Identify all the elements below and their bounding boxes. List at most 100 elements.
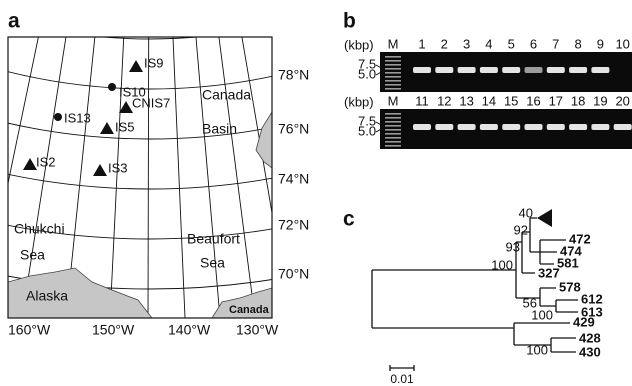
station-label: IS3 <box>108 160 128 175</box>
station-circle <box>54 113 62 121</box>
station-circle <box>108 83 116 91</box>
station-triangle <box>129 60 143 72</box>
support-value: 92 <box>514 222 528 237</box>
gel-band <box>502 67 520 73</box>
leaf-label: 429 <box>573 314 595 329</box>
size-label: 5.0 <box>358 66 376 81</box>
lane-label: 12 <box>437 93 451 108</box>
ladder-band <box>385 72 401 74</box>
tree <box>372 209 578 352</box>
station-triangle <box>119 101 133 113</box>
ladder-band <box>385 76 401 78</box>
gel-unit: (kbp) <box>344 94 374 109</box>
region-label: Basin <box>202 121 237 137</box>
lane-label: 4 <box>485 36 492 51</box>
longitude-label: 130°W <box>236 322 279 338</box>
latitude-line <box>0 0 632 39</box>
scale-label: 0.01 <box>390 372 414 386</box>
gel-band <box>480 67 498 73</box>
latitude-label: 76°N <box>278 121 309 137</box>
region-label: Alaska <box>26 288 68 304</box>
support-value: 93 <box>506 239 520 254</box>
gel-band <box>413 67 431 73</box>
lane-label: 17 <box>549 93 563 108</box>
gel-band <box>458 124 476 130</box>
gel-band <box>525 124 543 130</box>
ladder-band <box>385 133 401 135</box>
leaf-label: 430 <box>579 344 601 359</box>
ladder-band <box>385 68 401 70</box>
station-label: IS2 <box>36 154 56 169</box>
figure: a IS9 IS10 CNIS7 IS13 IS5 IS2 IS3 Canada… <box>0 0 632 386</box>
ladder-band <box>385 56 401 58</box>
leaf-label: 581 <box>557 255 579 270</box>
lane-label: M <box>388 93 399 108</box>
longitude-label: 140°W <box>168 322 211 338</box>
support-value: 100 <box>491 257 513 272</box>
leaf-label: 578 <box>559 279 581 294</box>
lane-label: 20 <box>615 93 629 108</box>
panel-label: a <box>8 10 20 33</box>
region-label: Chukchi <box>14 221 65 237</box>
lane-label: 13 <box>459 93 473 108</box>
station-label: CNIS7 <box>132 95 170 110</box>
station-triangle <box>23 158 37 170</box>
station-label: IS5 <box>115 119 135 134</box>
gel-band <box>413 124 431 130</box>
collapsed-clade <box>537 209 552 227</box>
region-label: Beaufort <box>187 231 240 247</box>
gels: (kbp)7.55.0M12345678910(kbp)7.55.0M11121… <box>344 36 632 149</box>
station-label: IS13 <box>64 110 91 125</box>
latitude-label: 78°N <box>278 67 309 83</box>
gel-unit: (kbp) <box>344 37 374 52</box>
tree-branch <box>372 270 516 328</box>
ladder-band <box>385 113 401 115</box>
ladder-band <box>385 125 401 127</box>
lane-label: 9 <box>597 36 604 51</box>
scale-bar <box>390 365 414 371</box>
gel-band <box>435 124 453 130</box>
latitude-label: 70°N <box>278 266 309 282</box>
lane-label: 5 <box>508 36 515 51</box>
latitude-label: 72°N <box>278 217 309 233</box>
support-value: 100 <box>526 342 548 357</box>
ladder-band <box>385 121 401 123</box>
size-label: 5.0 <box>358 123 376 138</box>
ladder-band <box>385 129 401 131</box>
meridian-line <box>150 0 187 359</box>
region-label: Sea <box>20 247 45 263</box>
gel-band <box>502 124 520 130</box>
lane-label: 3 <box>463 36 470 51</box>
leaf-label: 428 <box>579 330 601 345</box>
gel-band <box>591 124 609 130</box>
island-land <box>256 112 272 168</box>
meridian-line <box>148 0 150 359</box>
ladder-band <box>385 64 401 66</box>
ladder-band <box>385 141 401 143</box>
lane-label: 8 <box>574 36 581 51</box>
support-value: 100 <box>531 307 553 322</box>
ladder-band <box>385 60 401 62</box>
panel-label: c <box>343 208 355 231</box>
meridian-line <box>150 0 224 359</box>
lane-label: 11 <box>415 93 429 108</box>
ladder-band <box>385 117 401 119</box>
tree-branch <box>530 218 540 252</box>
lane-label: 1 <box>418 36 425 51</box>
panel-label: b <box>343 10 356 33</box>
ladder-band <box>385 137 401 139</box>
gel-band <box>480 124 498 130</box>
station-label: IS9 <box>144 55 164 70</box>
gel-band <box>547 67 565 73</box>
station-triangle <box>93 164 107 176</box>
longitude-label: 150°W <box>92 322 135 338</box>
lane-label: 10 <box>615 36 629 51</box>
region-label: Sea <box>200 255 225 271</box>
gel-band <box>569 67 587 73</box>
region-label: Canada <box>229 304 270 316</box>
lane-label: 14 <box>482 93 496 108</box>
gel-band <box>525 67 543 73</box>
region-label: Canada <box>202 87 251 103</box>
lane-label: 19 <box>593 93 607 108</box>
leaf-label: 327 <box>538 265 560 280</box>
